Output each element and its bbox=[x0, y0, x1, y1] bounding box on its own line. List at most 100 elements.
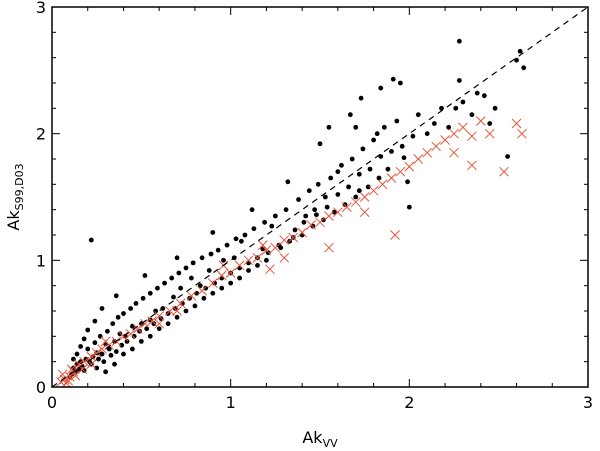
point-dot-65 bbox=[101, 359, 107, 365]
point-dot-25 bbox=[292, 227, 298, 233]
point-dot-34 bbox=[178, 285, 184, 291]
point-dot-85 bbox=[165, 311, 171, 316]
point-dot-126 bbox=[360, 146, 366, 152]
plot-frame bbox=[51, 6, 589, 388]
point-cross-25 bbox=[197, 285, 207, 296]
point-dot-112 bbox=[283, 207, 289, 213]
point-cross-54 bbox=[458, 122, 468, 133]
point-dot-119 bbox=[321, 217, 326, 223]
point-dot-92 bbox=[190, 260, 196, 266]
point-dot-136 bbox=[439, 105, 444, 111]
point-dot-79 bbox=[144, 326, 150, 332]
point-dot-139 bbox=[469, 112, 475, 118]
point-dot-134 bbox=[415, 112, 421, 118]
x-tick-label: 1 bbox=[226, 393, 236, 412]
point-cross-60 bbox=[499, 166, 509, 177]
point-dot-99 bbox=[219, 275, 225, 281]
point-cross-26 bbox=[207, 278, 218, 288]
point-dot-132 bbox=[394, 118, 400, 124]
point-dot-16 bbox=[317, 141, 323, 147]
point-dot-31 bbox=[206, 268, 212, 273]
point-dot-160 bbox=[138, 339, 144, 344]
point-dot-179 bbox=[324, 204, 330, 210]
point-dot-114 bbox=[296, 197, 301, 202]
point-cross-51 bbox=[431, 141, 441, 152]
point-dot-149 bbox=[92, 318, 98, 324]
point-dot-104 bbox=[242, 232, 248, 238]
point-dot-128 bbox=[371, 137, 376, 143]
point-cross-43 bbox=[359, 192, 370, 202]
point-dot-6 bbox=[398, 80, 403, 86]
point-cross-29 bbox=[234, 260, 245, 271]
point-dot-110 bbox=[272, 213, 278, 219]
point-dot-67 bbox=[108, 352, 114, 358]
point-cross-72 bbox=[100, 336, 111, 347]
point-cross-41 bbox=[341, 202, 352, 212]
point-dot-129 bbox=[376, 175, 382, 181]
point-dot-60 bbox=[85, 346, 91, 352]
point-dot-143 bbox=[249, 207, 255, 213]
point-cross-58 bbox=[511, 118, 522, 129]
point-dot-90 bbox=[183, 265, 189, 271]
y-axis-label: AkS99,D03 bbox=[4, 163, 26, 230]
point-dot-140 bbox=[481, 93, 487, 99]
x-axis-label-sub: VV bbox=[323, 437, 339, 450]
point-dot-102 bbox=[233, 236, 239, 242]
point-dot-7 bbox=[378, 85, 384, 91]
point-dot-58 bbox=[78, 359, 83, 365]
point-dot-174 bbox=[264, 257, 269, 263]
point-dot-80 bbox=[147, 290, 153, 296]
point-dot-82 bbox=[155, 285, 160, 291]
point-dot-73 bbox=[124, 339, 130, 344]
point-dot-88 bbox=[176, 270, 182, 276]
point-dot-14 bbox=[406, 204, 412, 210]
point-cross-2 bbox=[61, 378, 72, 389]
point-dot-185 bbox=[389, 149, 394, 154]
point-dot-153 bbox=[74, 351, 80, 357]
point-dot-30 bbox=[221, 257, 226, 263]
point-dot-161 bbox=[147, 333, 153, 339]
point-cross-32 bbox=[261, 245, 272, 256]
y-tick-label: 1 bbox=[36, 251, 46, 270]
point-dot-1 bbox=[456, 38, 462, 44]
point-dot-33 bbox=[188, 275, 194, 281]
point-dot-78 bbox=[140, 295, 146, 301]
point-cross-31 bbox=[252, 252, 263, 263]
point-dot-23 bbox=[303, 213, 309, 219]
point-dot-127 bbox=[365, 184, 371, 190]
y-axis-label-main: Ak bbox=[4, 210, 23, 231]
point-cross-68 bbox=[257, 240, 268, 250]
point-dot-18 bbox=[353, 124, 359, 130]
point-dot-37 bbox=[153, 308, 159, 314]
point-dot-84 bbox=[162, 280, 167, 286]
point-dot-17 bbox=[347, 112, 353, 118]
point-cross-35 bbox=[288, 232, 299, 243]
point-cross-17 bbox=[125, 328, 136, 339]
point-dot-124 bbox=[349, 156, 355, 162]
point-cross-49 bbox=[413, 154, 424, 164]
point-cross-59 bbox=[517, 128, 527, 139]
point-dot-147 bbox=[113, 293, 119, 299]
point-dot-188 bbox=[453, 105, 459, 111]
x-tick-label: 0 bbox=[47, 393, 57, 412]
point-dot-95 bbox=[203, 285, 209, 291]
point-dot-76 bbox=[133, 301, 139, 306]
point-dot-106 bbox=[251, 226, 257, 232]
point-dot-141 bbox=[492, 105, 498, 111]
point-cross-42 bbox=[350, 197, 361, 207]
point-cross-62 bbox=[467, 160, 477, 171]
point-dot-186 bbox=[410, 133, 416, 139]
point-cross-22 bbox=[165, 306, 175, 316]
point-dot-130 bbox=[381, 124, 387, 130]
point-dot-181 bbox=[346, 184, 351, 190]
point-dot-170 bbox=[228, 280, 234, 286]
point-cross-53 bbox=[449, 128, 459, 139]
point-dot-2 bbox=[514, 57, 519, 63]
point-dot-21 bbox=[322, 194, 328, 200]
point-cross-19 bbox=[140, 318, 150, 329]
point-cross-48 bbox=[404, 161, 415, 172]
point-cross-27 bbox=[216, 270, 227, 281]
point-dot-91 bbox=[187, 295, 192, 301]
point-dot-123 bbox=[342, 202, 348, 208]
point-cross-45 bbox=[377, 179, 388, 190]
